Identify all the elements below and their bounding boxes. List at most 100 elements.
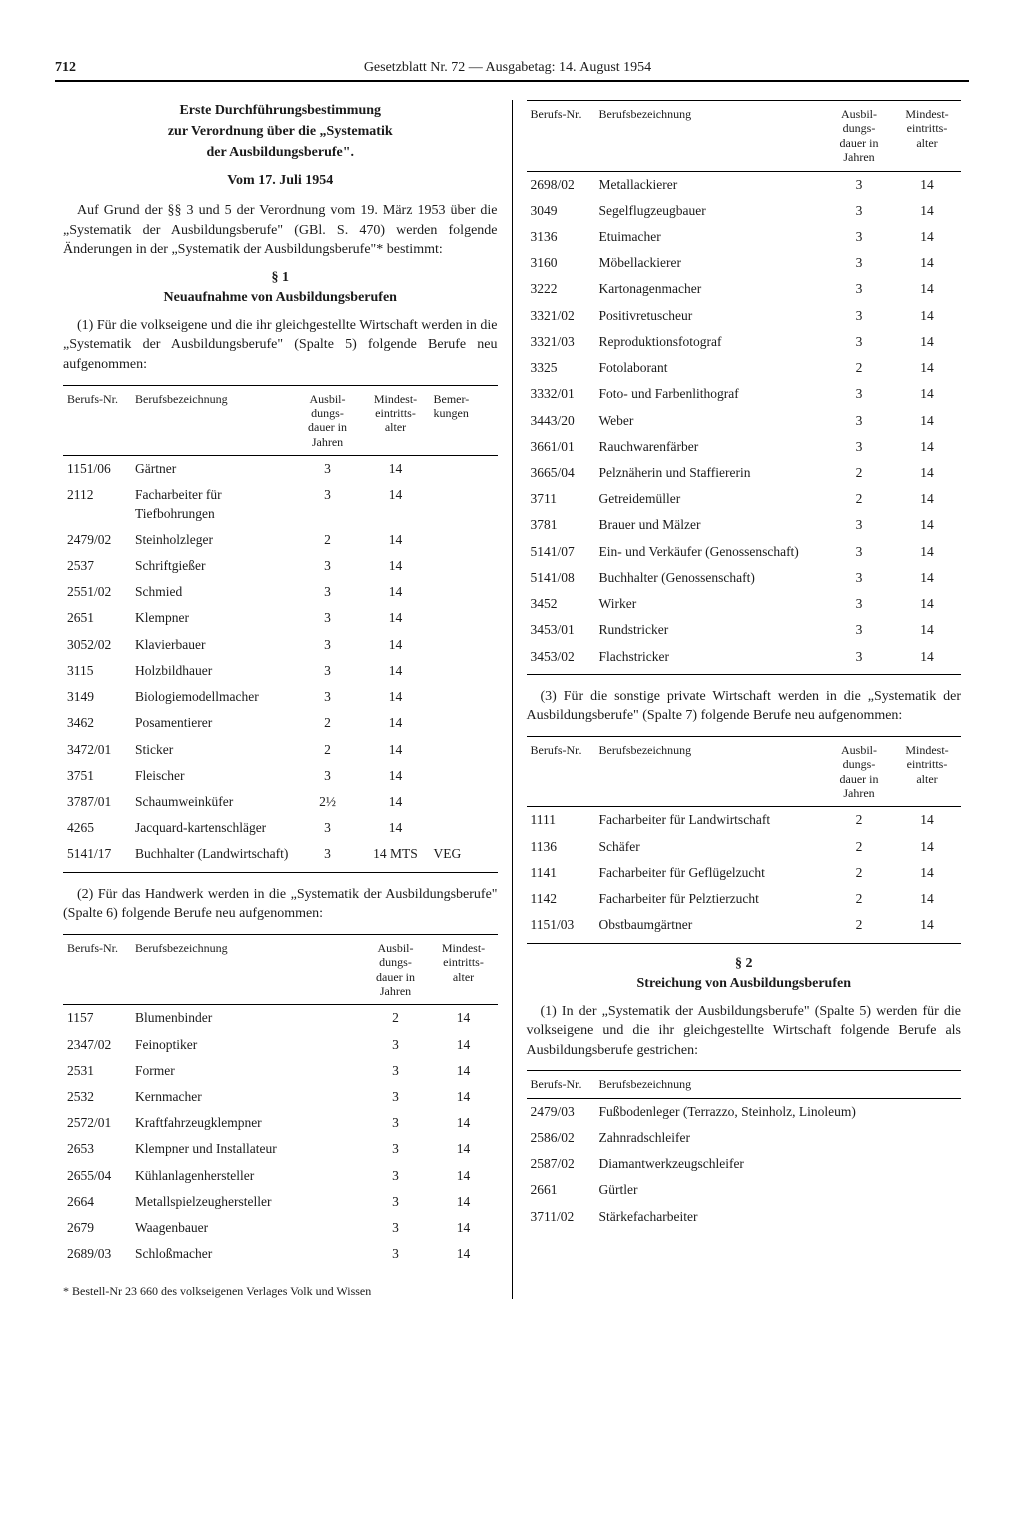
table-cell: 14 xyxy=(430,1215,498,1241)
table-cell: Etuimacher xyxy=(595,224,826,250)
table-cell: 14 xyxy=(430,1163,498,1189)
table-cell: 2 xyxy=(825,912,893,943)
table-cell: 14 xyxy=(362,553,430,579)
table-row: 3711Getreidemüller214 xyxy=(527,486,962,512)
table-cell: 14 xyxy=(893,303,961,329)
table-cell: Metallackierer xyxy=(595,171,826,198)
table-cell: 3 xyxy=(294,658,362,684)
table-cell: 14 xyxy=(430,1032,498,1058)
table-cell: 3781 xyxy=(527,512,595,538)
table-2-continued: Berufs-Nr. Berufsbezeichnung Ausbil- dun… xyxy=(527,100,962,675)
table-1-body: 1151/06Gärtner3142112Facharbeiter für Ti… xyxy=(63,456,498,873)
table-cell: 2 xyxy=(362,1005,430,1032)
table-cell: 3751 xyxy=(63,763,131,789)
table-3: Berufs-Nr. Berufsbezeichnung Ausbil- dun… xyxy=(527,736,962,944)
table-cell: Reproduktionsfotograf xyxy=(595,329,826,355)
table-row: 3787/01Schaumweinküfer2½14 xyxy=(63,789,498,815)
table-cell: Facharbeiter für Geflügelzucht xyxy=(595,860,826,886)
table-cell: Kraftfahrzeugklempner xyxy=(131,1110,362,1136)
table-cell: Schriftgießer xyxy=(131,553,294,579)
table-cell: 3 xyxy=(362,1215,430,1241)
table-cell: 14 xyxy=(893,434,961,460)
table-row: 3321/03Reproduktionsfotograf314 xyxy=(527,329,962,355)
table-cell: 2651 xyxy=(63,605,131,631)
title-line-1: Erste Durchführungsbestimmung xyxy=(63,100,498,121)
section-1-title: Neuaufnahme von Ausbildungsberufen xyxy=(63,290,498,306)
table-cell: 3 xyxy=(825,276,893,302)
section-2-title: Streichung von Ausbildungsberufen xyxy=(527,976,962,992)
table-cell: 14 xyxy=(430,1136,498,1162)
table-row: 2689/03Schloßmacher314 xyxy=(63,1241,498,1271)
section-2-number: § 2 xyxy=(527,956,962,972)
table-cell: 2587/02 xyxy=(527,1151,595,1177)
table-cell: Stärkefacharbeiter xyxy=(595,1204,962,1234)
table-cell: 14 xyxy=(893,807,961,834)
table-cell: 2653 xyxy=(63,1136,131,1162)
table-cell: 1142 xyxy=(527,886,595,912)
table-row: 3325Fotolaborant214 xyxy=(527,355,962,381)
table-cell: 14 xyxy=(893,644,961,675)
table-cell: 14 xyxy=(362,632,430,658)
table-cell: Fußbodenleger (Terrazzo, Steinholz, Lino… xyxy=(595,1098,962,1125)
title-line-2: zur Verordnung über die „Systematik xyxy=(63,121,498,142)
table-cell: 3 xyxy=(362,1189,430,1215)
title-line-3: der Ausbildungsberufe". xyxy=(63,142,498,163)
th-bem: Bemer- kungen xyxy=(430,385,498,456)
th-nr: Berufs-Nr. xyxy=(63,934,131,1005)
table-row: 2664Metallspielzeughersteller314 xyxy=(63,1189,498,1215)
table-cell: 3149 xyxy=(63,684,131,710)
table-row: 3751Fleischer314 xyxy=(63,763,498,789)
table-row: 5141/17Buchhalter (Landwirtschaft)314 MT… xyxy=(63,841,498,872)
table-row: 3665/04Pelznäherin und Staffiererin214 xyxy=(527,460,962,486)
table-cell xyxy=(430,737,498,763)
table-cell: Diamantwerkzeugschleifer xyxy=(595,1151,962,1177)
page-header: 712 Gesetzblatt Nr. 72 — Ausgabetag: 14.… xyxy=(55,60,969,82)
table-cell: 3 xyxy=(362,1136,430,1162)
table-cell: 3222 xyxy=(527,276,595,302)
table-cell: 3 xyxy=(825,512,893,538)
table-cell: 5141/17 xyxy=(63,841,131,872)
table-row: 3453/01Rundstricker314 xyxy=(527,617,962,643)
table-row: 2653Klempner und Installateur314 xyxy=(63,1136,498,1162)
table-cell: 3 xyxy=(362,1163,430,1189)
table-cell: 2 xyxy=(825,886,893,912)
intro-paragraph: Auf Grund der §§ 3 und 5 der Verordnung … xyxy=(63,201,498,260)
left-column: Erste Durchführungsbestimmung zur Verord… xyxy=(55,100,513,1299)
table-cell: 3136 xyxy=(527,224,595,250)
table-cell: Foto- und Farbenlithograf xyxy=(595,381,826,407)
table-row: 1142Facharbeiter für Pelztierzucht214 xyxy=(527,886,962,912)
table-2b-body: 2698/02Metallackierer3143049Segelflugzeu… xyxy=(527,171,962,674)
table-cell: 14 xyxy=(362,658,430,684)
table-row: 1141Facharbeiter für Geflügelzucht214 xyxy=(527,860,962,886)
table-row: 2531Former314 xyxy=(63,1058,498,1084)
table-cell: 14 xyxy=(893,171,961,198)
table-cell: 3452 xyxy=(527,591,595,617)
table-row: 2347/02Feinoptiker314 xyxy=(63,1032,498,1058)
th-dauer: Ausbil- dungs- dauer in Jahren xyxy=(294,385,362,456)
table-row: 2679Waagenbauer314 xyxy=(63,1215,498,1241)
table-cell: 3453/01 xyxy=(527,617,595,643)
table-cell: 3 xyxy=(294,456,362,483)
table-cell: 14 xyxy=(362,815,430,841)
table-cell: 3321/03 xyxy=(527,329,595,355)
table-cell: 2 xyxy=(294,527,362,553)
regulation-date: Vom 17. Juli 1954 xyxy=(63,173,498,189)
table-cell: 14 xyxy=(362,605,430,631)
table-cell: 1111 xyxy=(527,807,595,834)
table-row: 1136Schäfer214 xyxy=(527,834,962,860)
table-cell: 14 xyxy=(893,860,961,886)
table-cell: 3443/20 xyxy=(527,408,595,434)
table-cell: Feinoptiker xyxy=(131,1032,362,1058)
th-nr: Berufs-Nr. xyxy=(63,385,131,456)
table-cell: 14 xyxy=(893,250,961,276)
table-row: 3332/01Foto- und Farbenlithograf314 xyxy=(527,381,962,407)
table-cell: 3462 xyxy=(63,710,131,736)
table-cell: Jacquard-kartenschläger xyxy=(131,815,294,841)
table-cell: 2 xyxy=(294,710,362,736)
th-bez: Berufsbezeichnung xyxy=(131,934,362,1005)
table-row: 3321/02Positivretuscheur314 xyxy=(527,303,962,329)
table-4: Berufs-Nr. Berufsbezeichnung 2479/03Fußb… xyxy=(527,1070,962,1233)
table-row: 1151/03Obstbaumgärtner214 xyxy=(527,912,962,943)
table-cell: Gärtner xyxy=(131,456,294,483)
table-cell: 2 xyxy=(825,807,893,834)
